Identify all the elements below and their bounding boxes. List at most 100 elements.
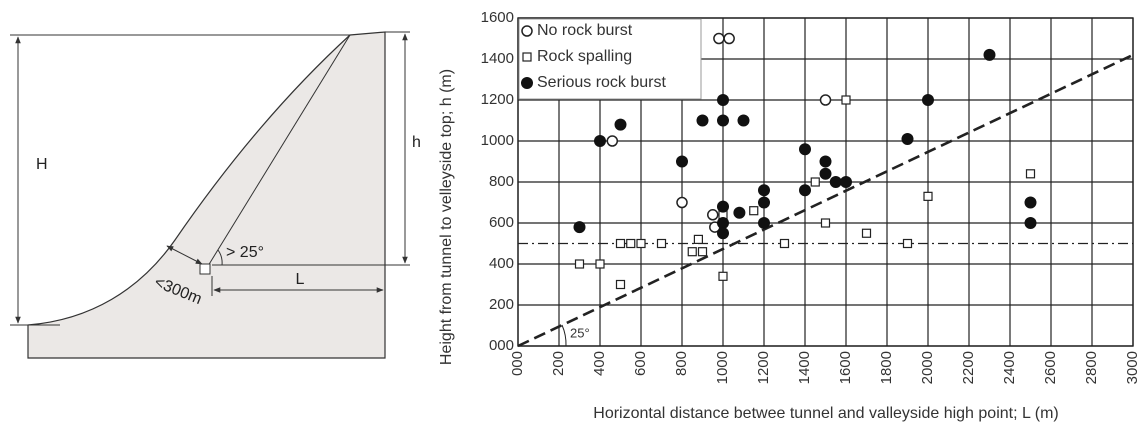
marker	[840, 176, 852, 188]
marker	[594, 135, 606, 147]
y-tick-label: 400	[489, 255, 514, 272]
trend-line	[517, 53, 1134, 348]
marker	[799, 184, 811, 197]
x-tick-label: 3000	[1124, 351, 1141, 384]
y-tick-label: 800	[489, 173, 514, 190]
x-axis-label: Horizontal distance betwee tunnel and va…	[593, 405, 1058, 422]
marker	[676, 155, 688, 168]
x-tick-label: 1600	[837, 351, 854, 384]
marker	[573, 221, 586, 234]
y-axis-label: Height from tunnel to velleyside top; h …	[438, 69, 455, 365]
marker	[820, 218, 831, 228]
x-tick-label: 2000	[919, 351, 936, 384]
marker	[819, 167, 832, 180]
legend-marker	[522, 52, 532, 62]
y-tick-label: 600	[489, 214, 514, 231]
marker	[779, 238, 790, 249]
marker	[696, 114, 709, 127]
marker	[810, 177, 820, 187]
marker	[901, 132, 914, 145]
x-tick-label: 2600	[1042, 351, 1059, 384]
h-label-right: h	[412, 134, 421, 151]
marker	[717, 227, 729, 240]
angle-label: > 25°	[226, 244, 264, 261]
x-tick-label: 200	[550, 351, 567, 376]
scatter-chart: 000 200 400 600 800 1000 1200 1400 1600 000 200 400…	[438, 9, 1141, 422]
legend-box	[518, 18, 702, 100]
marker	[922, 94, 934, 106]
angle-arc	[561, 324, 567, 347]
marker	[737, 114, 750, 127]
y-tick-label: 1600	[481, 9, 514, 26]
legend: No rock burst Rock spalling Serious rock b…	[518, 18, 702, 100]
marker	[656, 238, 667, 249]
x-tick-label: 1000	[714, 351, 731, 384]
marker	[861, 228, 872, 238]
y-tick-label: 1200	[481, 91, 514, 108]
sight-line	[207, 34, 351, 267]
marker	[819, 155, 832, 168]
slope-diagram: H h > 25° <300m L	[10, 31, 421, 359]
marker	[733, 206, 746, 219]
y-tick-label: 000	[489, 337, 514, 354]
legend-marker	[521, 25, 533, 37]
marker	[707, 209, 719, 221]
marker	[574, 259, 585, 269]
y-tick-label: 200	[489, 296, 514, 313]
x-tick-label: 1200	[755, 351, 772, 384]
tunnel	[199, 263, 211, 275]
angle-label: 25°	[570, 325, 590, 340]
marker	[723, 32, 735, 45]
marker	[687, 247, 697, 257]
marker	[615, 279, 626, 290]
x-tick-label: 800	[673, 351, 690, 376]
marker	[697, 247, 708, 257]
marker	[717, 114, 729, 127]
marker	[799, 143, 811, 156]
marker	[615, 238, 626, 249]
marker	[758, 184, 770, 197]
marker	[693, 234, 704, 244]
slope	[27, 31, 386, 359]
marker	[636, 238, 646, 249]
marker	[841, 95, 851, 105]
angle-arc	[217, 249, 223, 266]
x-tick-label: 1800	[878, 351, 895, 384]
x-tick-label: 2200	[960, 351, 977, 384]
marker	[829, 176, 842, 188]
marker	[923, 191, 933, 201]
marker	[902, 238, 913, 249]
x-tick-label: 2800	[1083, 351, 1100, 384]
y-tick-label: 1400	[481, 50, 514, 67]
marker	[758, 196, 770, 209]
x-tick-label: 600	[632, 351, 649, 376]
marker	[717, 217, 729, 229]
marker	[717, 200, 729, 213]
marker	[819, 94, 832, 106]
cover-arrow	[166, 245, 203, 265]
x-tick-label: 2400	[1001, 351, 1018, 384]
marker	[614, 118, 627, 131]
legend-label: No rock burst	[537, 22, 633, 39]
legend-label: Serious rock burst	[537, 74, 666, 91]
marker	[676, 196, 688, 209]
marker	[718, 271, 728, 281]
marker	[749, 206, 759, 216]
marker	[1024, 196, 1037, 209]
x-tick-label: 400	[591, 351, 608, 376]
marker	[983, 48, 996, 61]
marker	[606, 135, 619, 147]
legend-marker	[521, 77, 533, 89]
marker	[717, 94, 729, 106]
l-label: L	[296, 271, 305, 288]
marker	[713, 32, 725, 45]
marker	[1025, 169, 1036, 179]
marker	[595, 259, 605, 269]
marker	[626, 238, 636, 249]
x-tick-label: 000	[509, 351, 526, 376]
y-tick-label: 1000	[481, 132, 514, 149]
x-tick-label: 1400	[796, 351, 813, 384]
h-label: H	[36, 156, 48, 173]
legend-label: Rock spalling	[537, 48, 632, 65]
